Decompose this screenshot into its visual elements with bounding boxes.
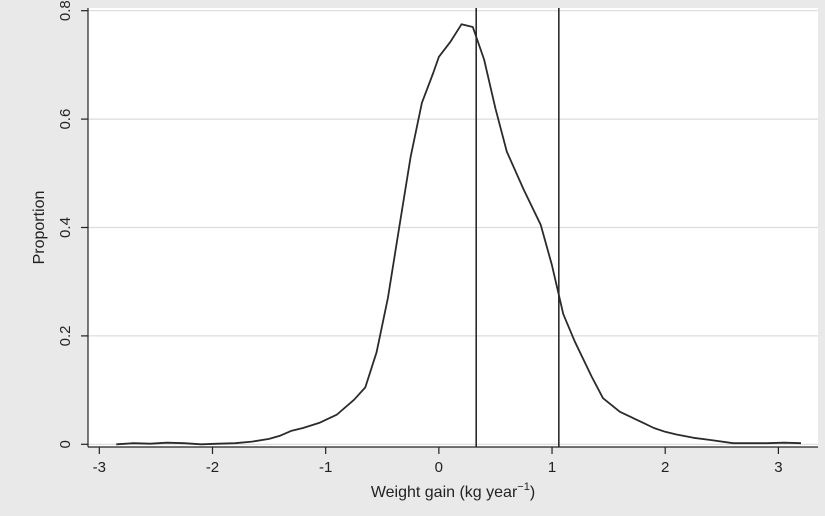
y-axis-title: Proportion — [31, 191, 48, 265]
x-tick-label: 1 — [548, 459, 556, 476]
y-tick-label: 0.8 — [57, 0, 74, 21]
x-tick-label: 0 — [435, 459, 443, 476]
x-tick-label: 2 — [661, 459, 669, 476]
x-tick-label: 3 — [774, 459, 782, 476]
y-tick-label: 0.4 — [57, 217, 74, 238]
x-tick-label: -2 — [206, 459, 219, 476]
x-axis-title-close: ) — [530, 484, 535, 501]
y-tick-label: 0.6 — [57, 109, 74, 130]
reference-lines — [475, 8, 560, 447]
x-axis-title-main: Weight gain (kg year — [371, 484, 518, 501]
y-axis-ticks: 0 0.2 0.4 0.6 0.8 — [57, 0, 88, 448]
x-tick-label: -1 — [319, 459, 332, 476]
x-axis-ticks: -3 -2 -1 0 1 2 3 — [93, 447, 783, 476]
y-tick-label: 0.2 — [57, 325, 74, 346]
series-line — [116, 23, 802, 446]
x-tick-label: -3 — [93, 459, 106, 476]
y-tick-label: 0 — [57, 440, 74, 448]
x-axis-title-superscript: −1 — [517, 481, 530, 493]
x-axis-title: Weight gain (kg year−1) — [371, 481, 535, 501]
